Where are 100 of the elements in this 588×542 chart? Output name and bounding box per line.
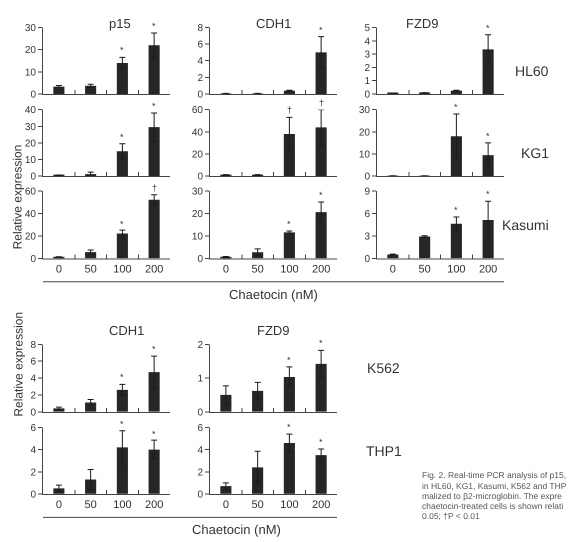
y-tick-label: 2 [197, 340, 204, 351]
y-tick-label: 10 [192, 231, 204, 242]
y-tick-label: 6 [197, 422, 204, 434]
y-tick-label: 10 [24, 67, 36, 78]
bar [53, 86, 64, 94]
annotation: * [120, 132, 124, 142]
annotation: * [287, 219, 291, 229]
annotation: * [152, 344, 156, 354]
x-tick-label: 200 [144, 263, 164, 276]
y-tick-label: 60 [24, 186, 36, 198]
y-tick-label: 0 [30, 172, 36, 183]
y-tick-label: 20 [24, 231, 36, 242]
y-tick-label: 0 [30, 489, 36, 500]
text: K562 [367, 360, 400, 376]
y-tick-label: 20 [192, 208, 204, 220]
annotation: * [120, 419, 124, 429]
y-tick-label: 2 [30, 390, 36, 402]
y-tick-label: 0 [30, 254, 36, 265]
y-tick-label: 6 [364, 208, 370, 220]
y-tick-label: 10 [24, 155, 36, 166]
x-tick-label: 0 [222, 499, 229, 512]
text: KG1 [521, 145, 550, 161]
y-tick-label: 0 [197, 407, 204, 418]
y-tick-label: 0 [197, 89, 204, 100]
y-tick-label: 30 [192, 186, 204, 198]
annotation: * [454, 205, 458, 215]
x-tick-label: 100 [113, 263, 132, 276]
annotation: * [319, 338, 323, 348]
annotation: Kasumi [502, 217, 549, 233]
y-tick-label: 3 [364, 50, 370, 61]
text: 0.05; †P < 0.01 [422, 511, 480, 521]
x-axis-title: Chaetocin (nM) [229, 287, 318, 302]
y-tick-label: 0 [30, 407, 36, 418]
text: THP1 [366, 443, 402, 459]
x-tick-label: 50 [84, 499, 97, 512]
x-tick-label: 50 [84, 263, 97, 276]
caption: Fig. 2. Real-time PCR analysis of p15, [422, 470, 566, 480]
annotation: † [319, 98, 324, 108]
y-tick-label: 5 [364, 22, 370, 34]
y-tick-label: 4 [364, 36, 370, 48]
x-tick-label: 0 [56, 499, 62, 512]
y-tick-label: 30 [24, 22, 36, 34]
y-tick-label: 20 [24, 45, 36, 56]
annotation: * [152, 101, 156, 111]
y-tick-label: 20 [192, 149, 204, 160]
chart-title: CDH1 [109, 323, 144, 338]
x-tick-label: 50 [252, 263, 264, 276]
y-tick-label: 1 [197, 374, 204, 385]
chart-title: p15 [109, 16, 131, 31]
y-tick-label: 30 [24, 122, 36, 133]
y-tick-label: 0 [197, 254, 204, 265]
x-tick-label: 50 [252, 499, 264, 512]
annotation: * [152, 21, 156, 31]
annotation: * [486, 189, 490, 199]
text: in HL60, KG1, Kasumi, K562 and THP [422, 481, 567, 491]
annotation: * [486, 23, 490, 33]
y-tick-label: 0 [364, 89, 370, 100]
annotation: * [319, 437, 323, 447]
y-tick-label: 3 [364, 231, 370, 242]
chart-title: CDH1 [256, 16, 292, 31]
annotation: * [287, 355, 291, 365]
x-axis-title: Chaetocin (nM) [192, 522, 281, 537]
y-tick-label: 40 [24, 208, 36, 220]
y-tick-label: 60 [192, 105, 204, 116]
y-tick-label: 6 [30, 422, 36, 434]
y-tick-label: 6 [197, 40, 204, 51]
text: HL60 [515, 63, 549, 79]
y-tick-label: 2 [364, 62, 370, 74]
x-tick-label: 200 [312, 263, 330, 276]
annotation: * [454, 102, 458, 112]
x-tick-label: 50 [418, 263, 431, 276]
y-tick-label: 20 [24, 138, 36, 150]
y-tick-label: 30 [358, 105, 370, 116]
y-tick-label: 8 [30, 340, 36, 351]
y-tick-label: 2 [197, 72, 204, 84]
x-tick-label: 100 [447, 263, 466, 276]
bar [419, 236, 430, 258]
y-tick-label: 40 [24, 105, 36, 116]
y-tick-label: 0 [197, 489, 204, 500]
annotation: * [120, 372, 124, 382]
y-tick-label: 0 [197, 172, 204, 183]
y-tick-label: 6 [30, 356, 36, 368]
x-tick-label: 200 [312, 499, 330, 512]
y-axis-title: Relative expression [10, 144, 25, 250]
chart-title: FZD9 [406, 16, 438, 31]
y-tick-label: 2 [197, 467, 204, 478]
annotation: * [287, 422, 291, 432]
annotation: * [486, 131, 490, 141]
y-tick-label: 0 [364, 172, 370, 183]
x-tick-label: 0 [222, 263, 229, 276]
annotation: * [120, 219, 124, 229]
y-tick-label: 0 [30, 89, 36, 100]
annotation: † [287, 105, 292, 115]
y-tick-label: 2 [30, 467, 36, 478]
y-tick-label: 0 [364, 254, 370, 265]
x-tick-label: 100 [113, 499, 132, 512]
x-tick-label: 0 [56, 263, 62, 276]
annotation: * [319, 190, 323, 200]
y-tick-label: 4 [197, 56, 204, 68]
y-tick-label: 1 [364, 76, 370, 88]
